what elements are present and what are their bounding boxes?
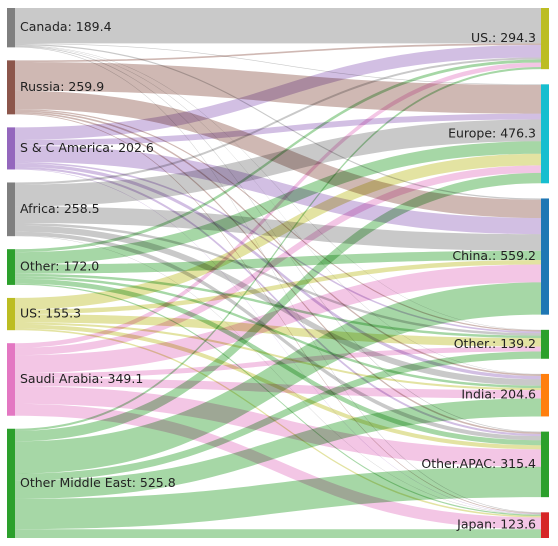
target-label-europe: Europe: 476.3: [448, 125, 536, 140]
link-saudi-arabia-to-china: [15, 264, 541, 374]
source-label-other: Other: 172.0: [20, 259, 99, 274]
link-canada-to-us: [15, 8, 541, 44]
source-node-canada: [7, 8, 15, 48]
target-node-india: [541, 373, 549, 417]
link-canada-to-india: [15, 45, 541, 375]
link-saudi-arabia-to-japan: [15, 403, 541, 530]
link-other-middle-east-to-us: [15, 67, 541, 431]
link-other-middle-east-to-europe: [15, 172, 541, 442]
link-other-middle-east-to-japan: [15, 529, 541, 538]
link-s-c-america-to-india: [15, 163, 541, 380]
link-other-middle-east-to-india: [15, 398, 541, 499]
target-node-europe: [541, 84, 549, 184]
target-node-japan: [541, 512, 549, 538]
target-label-other-apac: Other.APAC: 315.4: [421, 456, 536, 471]
link-canada-to-europe: [15, 43, 541, 85]
target-node-other: [541, 329, 549, 359]
link-russia-to-us: [15, 43, 541, 63]
link-us-to-india: [15, 322, 541, 391]
target-node-other-apac: [541, 431, 549, 498]
link-africa-to-other: [15, 222, 541, 336]
link-s-c-america-to-us: [15, 44, 541, 140]
target-label-china: China.: 559.2: [452, 248, 536, 263]
link-africa-to-europe: [15, 119, 541, 207]
link-s-c-america-to-japan: [15, 169, 541, 515]
link-us-to-china: [15, 259, 541, 315]
source-label-canada: Canada: 189.4: [20, 19, 112, 34]
link-russia-to-india: [15, 110, 541, 377]
link-other-middle-east-to-other-apac: [15, 466, 541, 530]
link-saudi-arabia-to-us: [15, 62, 541, 348]
link-us-to-other: [15, 314, 541, 347]
source-label-us: US: 155.3: [20, 306, 81, 321]
source-node-other: [7, 249, 15, 285]
source-node-africa: [7, 182, 15, 237]
link-s-c-america-to-other: [15, 161, 541, 334]
sankey-links: [15, 8, 541, 538]
link-other-to-japan: [15, 283, 541, 516]
link-other-middle-east-to-other: [15, 351, 541, 481]
sankey-nodes: [7, 8, 549, 538]
link-africa-to-us: [15, 57, 541, 185]
link-russia-to-other: [15, 108, 541, 332]
source-label-saudi-arabia: Saudi Arabia: 349.1: [20, 371, 143, 386]
target-label-india: India: 204.6: [461, 387, 536, 402]
source-node-other-middle-east: [7, 428, 15, 538]
link-other-to-us: [15, 59, 541, 253]
link-canada-to-other-apac: [15, 46, 541, 433]
target-label-other: Other.: 139.2: [454, 336, 536, 351]
sankey-labels: Canada: 189.4 Russia: 259.9 S & C America:…: [20, 19, 536, 531]
link-s-c-america-to-europe: [15, 113, 541, 146]
link-s-c-america-to-other-apac: [15, 166, 541, 437]
link-saudi-arabia-to-europe: [15, 165, 541, 356]
source-node-s-c-america: [7, 127, 15, 170]
source-node-saudi-arabia: [7, 343, 15, 416]
target-label-japan: Japan: 123.6: [456, 517, 536, 532]
source-label-s-c-america: S & C America: 202.6: [20, 140, 154, 155]
source-label-africa: Africa: 258.5: [20, 201, 100, 216]
source-label-russia: Russia: 259.9: [20, 79, 104, 94]
link-us-to-europe: [15, 153, 541, 310]
source-node-us: [7, 297, 15, 331]
link-s-c-america-to-china: [15, 145, 541, 235]
source-node-russia: [7, 60, 15, 115]
link-africa-to-other-apac: [15, 231, 541, 441]
target-node-us: [541, 8, 549, 70]
target-node-china: [541, 198, 549, 315]
target-label-us: US.: 294.3: [471, 30, 536, 45]
source-label-other-middle-east: Other Middle East: 525.8: [20, 475, 176, 490]
link-other-middle-east-to-china: [15, 282, 541, 474]
